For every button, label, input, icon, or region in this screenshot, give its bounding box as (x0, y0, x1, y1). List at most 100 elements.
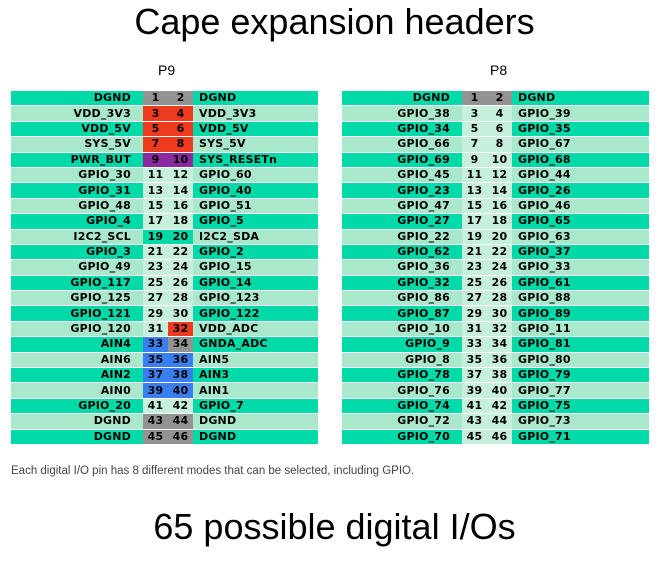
pin-row: PWR_BUT 9 10 SYS_RESETn (11, 152, 318, 167)
pin-number-right: 38 (487, 368, 512, 383)
p9-pin-table: DGND 1 2 DGND VDD_3V3 3 4 VDD_3V3 VDD_5V 5 6 VDD_5V… (11, 90, 318, 445)
pin-row: GPIO_70 45 46 GPIO_71 (342, 429, 649, 444)
pin-number-right: 46 (168, 429, 193, 444)
pin-name-left: AIN0 (11, 383, 143, 398)
pin-name-left: GPIO_34 (342, 121, 462, 137)
pin-number-left: 43 (462, 414, 487, 429)
pin-number-left: 45 (462, 429, 487, 444)
pin-number-left: 15 (143, 198, 168, 214)
pin-name-right: GPIO_65 (512, 214, 649, 229)
pin-name-left: GPIO_48 (11, 198, 143, 214)
pin-name-left: GPIO_49 (11, 260, 143, 275)
pin-number-right: 4 (168, 106, 193, 121)
pin-number-right: 38 (168, 368, 193, 383)
pin-row: GPIO_72 43 44 GPIO_73 (342, 414, 649, 429)
pin-name-right: GPIO_68 (512, 152, 649, 167)
pin-number-left: 39 (143, 383, 168, 398)
pin-name-right: GPIO_122 (193, 306, 318, 321)
pin-name-left: I2C2_SCL (11, 229, 143, 244)
pin-row: GPIO_66 7 8 GPIO_67 (342, 137, 649, 152)
pin-number-right: 44 (168, 414, 193, 429)
p8-header-label: P8 (490, 62, 508, 78)
pin-number-left: 15 (462, 198, 487, 214)
pin-name-right: GPIO_11 (512, 321, 649, 337)
pin-number-left: 43 (143, 414, 168, 429)
pin-name-left: GPIO_9 (342, 337, 462, 352)
pin-name-left: GPIO_117 (11, 275, 143, 291)
pin-name-right: GPIO_75 (512, 398, 649, 414)
pin-row: GPIO_31 13 14 GPIO_40 (11, 183, 318, 198)
pin-number-left: 3 (462, 106, 487, 121)
pin-name-left: GPIO_4 (11, 214, 143, 229)
pin-number-left: 1 (462, 91, 487, 106)
pin-name-right: VDD_5V (193, 121, 318, 137)
pin-name-right: GPIO_61 (512, 275, 649, 291)
pin-number-left: 13 (143, 183, 168, 198)
pin-number-right: 40 (487, 383, 512, 398)
pin-row: GPIO_38 3 4 GPIO_39 (342, 106, 649, 121)
pin-name-right: GPIO_40 (193, 183, 318, 198)
pin-number-left: 27 (462, 291, 487, 306)
pin-row: GPIO_32 25 26 GPIO_61 (342, 275, 649, 291)
pin-number-left: 39 (462, 383, 487, 398)
pin-number-right: 36 (168, 352, 193, 368)
pin-name-right: GPIO_79 (512, 368, 649, 383)
pin-number-left: 1 (143, 91, 168, 106)
pin-number-right: 30 (168, 306, 193, 321)
pin-number-left: 41 (462, 398, 487, 414)
pin-name-left: DGND (11, 414, 143, 429)
pin-name-left: GPIO_121 (11, 306, 143, 321)
pin-name-right: DGND (193, 429, 318, 444)
pin-name-left: GPIO_47 (342, 198, 462, 214)
pin-name-left: GPIO_10 (342, 321, 462, 337)
pin-row: GPIO_78 37 38 GPIO_79 (342, 368, 649, 383)
pin-name-right: DGND (512, 91, 649, 106)
pin-number-left: 5 (143, 121, 168, 137)
footer-note: Each digital I/O pin has 8 different mod… (11, 465, 415, 477)
pin-number-right: 6 (168, 121, 193, 137)
pin-number-left: 21 (143, 244, 168, 260)
pin-name-right: GPIO_15 (193, 260, 318, 275)
pin-name-left: GPIO_30 (11, 167, 143, 183)
pin-number-right: 2 (168, 91, 193, 106)
pin-name-right: SYS_5V (193, 137, 318, 152)
pin-name-right: VDD_ADC (193, 321, 318, 337)
digital-io-caption: 65 possible digital I/Os (153, 506, 516, 547)
pin-row: GPIO_4 17 18 GPIO_5 (11, 214, 318, 229)
pin-number-right: 18 (168, 214, 193, 229)
pin-number-left: 27 (143, 291, 168, 306)
pin-number-right: 22 (487, 244, 512, 260)
pin-name-right: GPIO_39 (512, 106, 649, 121)
pin-name-left: GPIO_3 (11, 244, 143, 260)
pin-number-right: 12 (487, 167, 512, 183)
pin-row: VDD_3V3 3 4 VDD_3V3 (11, 106, 318, 121)
pin-number-left: 17 (462, 214, 487, 229)
pin-name-right: GPIO_88 (512, 291, 649, 306)
pin-number-left: 37 (143, 368, 168, 383)
pin-name-left: GPIO_22 (342, 229, 462, 244)
pin-row: AIN4 33 34 GNDA_ADC (11, 337, 318, 352)
pin-number-right: 20 (168, 229, 193, 244)
pin-row: GPIO_20 41 42 GPIO_7 (11, 398, 318, 414)
pin-number-right: 26 (487, 275, 512, 291)
pin-number-left: 13 (462, 183, 487, 198)
pin-row: DGND 1 2 DGND (342, 91, 649, 106)
pin-name-right: DGND (193, 91, 318, 106)
pin-name-left: GPIO_32 (342, 275, 462, 291)
page-title: Cape expansion headers (134, 1, 535, 42)
pin-row: SYS_5V 7 8 SYS_5V (11, 137, 318, 152)
pin-number-right: 18 (487, 214, 512, 229)
pin-name-left: GPIO_45 (342, 167, 462, 183)
pin-row: GPIO_30 11 12 GPIO_60 (11, 167, 318, 183)
pin-name-right: GPIO_89 (512, 306, 649, 321)
pin-row: GPIO_3 21 22 GPIO_2 (11, 244, 318, 260)
pin-number-left: 29 (143, 306, 168, 321)
pin-name-left: DGND (11, 429, 143, 444)
pin-name-left: GPIO_36 (342, 260, 462, 275)
pin-number-right: 10 (168, 152, 193, 167)
pin-name-right: AIN1 (193, 383, 318, 398)
pin-row: GPIO_49 23 24 GPIO_15 (11, 260, 318, 275)
pin-name-right: I2C2_SDA (193, 229, 318, 244)
pin-name-left: DGND (342, 91, 462, 106)
pin-name-right: GPIO_123 (193, 291, 318, 306)
